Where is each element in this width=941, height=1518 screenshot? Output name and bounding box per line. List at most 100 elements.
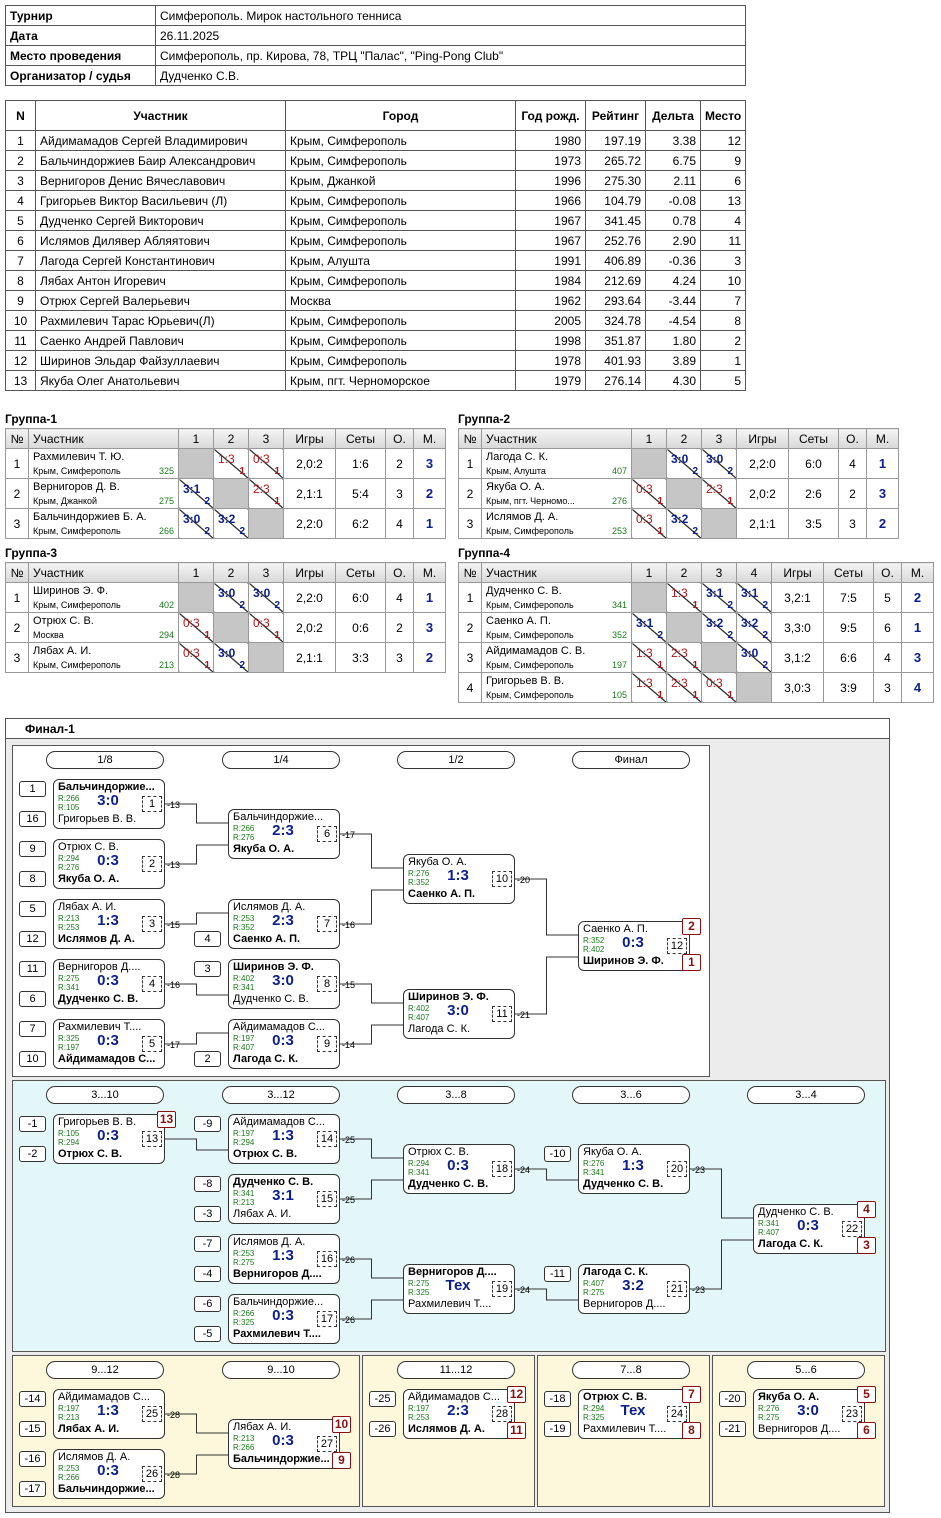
match-score: Тех <box>445 1277 471 1294</box>
player1-rating: R:275 <box>408 1279 430 1288</box>
cell: 197.19 <box>585 130 646 151</box>
result-score: 3:0 <box>741 646 759 660</box>
result-score: 3:1 <box>706 586 724 600</box>
column-header: Сеты <box>335 562 386 583</box>
games: 3,2:1 <box>771 582 824 613</box>
column-header: О. <box>838 428 867 449</box>
result-points: 2 <box>239 660 245 671</box>
participant-row: 11 Саенко Андрей Павлович Крым, Симферопол… <box>5 330 746 351</box>
player-cell: Лябах А. И. Крым, Симферополь 213 <box>28 642 179 673</box>
header-row: N Участник Город Год рожд. Рейтинг Дельта Мест… <box>5 100 746 131</box>
diagonal-cell <box>631 448 667 479</box>
player2-rating: R:352 <box>408 878 430 887</box>
match-number: 27 <box>317 1436 337 1452</box>
column-header: Сеты <box>823 562 874 583</box>
player1-name: Якуба О. А. <box>758 1391 820 1403</box>
result-points: 2 <box>239 600 245 611</box>
seed: 9 <box>19 841 46 857</box>
player2-name: Дудченко С. В. <box>583 1178 664 1190</box>
group-row: 1 Рахмилевич Т. Ю. Крым, Симферополь 325 1:3… <box>5 448 446 479</box>
cell: 4 <box>5 190 36 211</box>
player2-rating: R:213 <box>58 1413 80 1422</box>
cell: 2 <box>5 150 36 171</box>
player-city: Крым, Симферополь <box>486 690 574 700</box>
player2-name: Вернигоров Д.... <box>758 1423 841 1435</box>
cell: Крым, Симферополь <box>285 210 516 231</box>
cell: Рахмилевич Тарас Юрьевич(Л) <box>35 310 286 331</box>
result-cell: 3:0 2 <box>666 448 702 479</box>
cell: 3.89 <box>645 350 701 371</box>
points: 4 <box>873 642 902 673</box>
sets: 6:6 <box>823 642 874 673</box>
place: 2 <box>413 642 446 673</box>
place-box: 11 <box>507 1422 526 1439</box>
player1-name: Якуба О. А. <box>583 1146 642 1158</box>
seed: -18 <box>544 1391 571 1407</box>
result-points: 1 <box>274 630 280 641</box>
group-table: № Участник 1 2 3 Игры Сеты О. М. 1 Ширинов Э. Ф. Кр… <box>5 562 446 673</box>
player-city: Крым, Симферополь <box>33 466 121 476</box>
diagonal-cell <box>213 612 249 643</box>
seed: 6 <box>19 991 46 1007</box>
player1-rating: R:253 <box>58 1464 80 1473</box>
result-cell: 0:3 1 <box>248 612 284 643</box>
result-points: 1 <box>657 526 663 537</box>
column-header: Участник <box>28 428 179 449</box>
seed: -5 <box>194 1326 221 1342</box>
cell: 2.90 <box>645 230 701 251</box>
player-name: Якуба О. А. <box>486 481 545 493</box>
player2-name: Лябах А. И. <box>233 1208 292 1220</box>
cell: Крым, Симферополь <box>285 330 516 351</box>
result-points: 1 <box>204 660 210 671</box>
result-cell: 2:3 1 <box>666 642 702 673</box>
row-number: 2 <box>458 478 482 509</box>
place: 1 <box>413 508 446 539</box>
player2-name: Ширинов Э. Ф. <box>583 955 664 967</box>
player-rating: 294 <box>158 630 174 640</box>
match-score: 0:3 <box>97 1462 119 1479</box>
result-points: 2 <box>239 526 245 537</box>
loser-link: -24 <box>517 1285 531 1295</box>
seed: -4 <box>194 1266 221 1282</box>
round-label: 3...10 <box>46 1086 164 1104</box>
player-cell: Отрюх С. В. Москва 294 <box>28 612 179 643</box>
result-score: 3:0 <box>218 646 236 660</box>
result-cell: 3:0 2 <box>248 582 284 613</box>
cell: Крым, Симферополь <box>285 150 516 171</box>
diagonal-cell <box>701 642 737 673</box>
player1-rating: R:266 <box>58 794 80 803</box>
match-score: 2:3 <box>272 822 294 839</box>
player1-rating: R:352 <box>583 936 605 945</box>
seed: 7 <box>19 1021 46 1037</box>
points: 4 <box>838 448 867 479</box>
result-cell: 2:3 1 <box>701 478 737 509</box>
result-cell: 3:2 2 <box>736 612 772 643</box>
player1-name: Рахмилевич Т.... <box>58 1021 142 1033</box>
column-header: М. <box>413 562 446 583</box>
cell: 1967 <box>515 210 586 231</box>
seed: 8 <box>19 871 46 887</box>
sets: 0:6 <box>335 612 386 643</box>
match-number: 4 <box>142 976 162 992</box>
result-cell: 3:1 2 <box>736 582 772 613</box>
result-points: 2 <box>274 600 280 611</box>
info-label: Место проведения <box>5 45 156 66</box>
player-cell: Ислямов Д. А. Крым, Симферополь 253 <box>481 508 632 539</box>
cell: 11 <box>700 230 746 251</box>
player2-rating: R:341 <box>408 1168 430 1177</box>
loser-link: -23 <box>692 1285 706 1295</box>
seed: -11 <box>544 1266 571 1282</box>
match-score: 1:3 <box>272 1127 294 1144</box>
column-header: М. <box>901 562 934 583</box>
place: 2 <box>866 508 899 539</box>
column-header: 1 <box>631 428 667 449</box>
info-label: Дата <box>5 25 156 46</box>
player2-rating: R:276 <box>233 833 255 842</box>
match: Вернигоров Д.... R:275 R:325 Рахмилевич Т..… <box>403 1264 515 1314</box>
column-header: Город <box>285 100 516 131</box>
player2-rating: R:197 <box>58 1043 80 1052</box>
loser-link: -16 <box>342 920 356 930</box>
sets: 6:0 <box>788 448 839 479</box>
diagonal-cell <box>178 582 214 613</box>
cell: 1966 <box>515 190 586 211</box>
